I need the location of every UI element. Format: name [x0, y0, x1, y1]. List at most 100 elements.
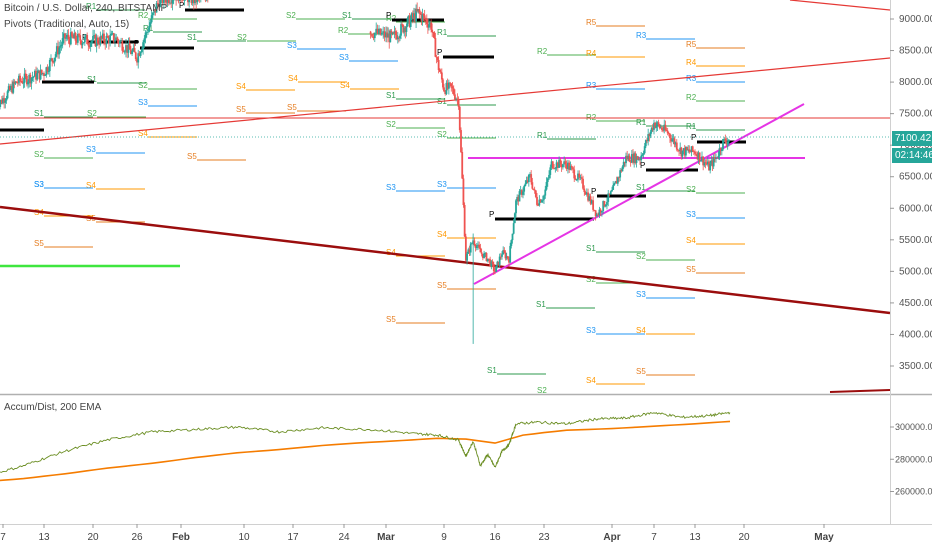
candle-body [665, 130, 668, 131]
candle-body [2, 98, 4, 104]
candle-body [162, 0, 165, 3]
candle-body [43, 73, 45, 76]
candle-body [560, 164, 563, 168]
candle-body [643, 146, 646, 154]
time-tick-label: Apr [603, 532, 620, 543]
candle-body [390, 30, 393, 34]
candle-body [396, 37, 399, 40]
candle-body [702, 156, 705, 166]
indicator-pane[interactable] [0, 396, 890, 524]
candle-body [3, 98, 6, 103]
price-axis[interactable]: 3500.00 4000.00 4500.00 5000.00 5500.00 6000.… [890, 14, 932, 372]
price-tick-label: 4500.00 [899, 298, 932, 309]
candle-body [687, 149, 690, 151]
candle-body [578, 173, 581, 178]
candle-body [424, 18, 427, 20]
candle-body [383, 31, 386, 38]
candle-body [12, 81, 15, 93]
candle-body [142, 42, 145, 50]
countdown-tag: 02:14:46 [892, 148, 932, 163]
pivot-p-label: P [179, 1, 184, 10]
candle-body [128, 43, 131, 50]
candle-body [61, 38, 64, 45]
candle-body [539, 199, 542, 203]
candle-body [161, 0, 164, 3]
price-tick-label: 3500.00 [899, 361, 932, 372]
candle-body [496, 261, 499, 266]
candle-body [452, 88, 455, 95]
candle-body [548, 174, 550, 179]
candle-body [473, 240, 476, 245]
pivot-legend[interactable]: Pivots (Traditional, Auto, 15) [4, 19, 130, 30]
candle-body [691, 146, 694, 152]
candle-body [94, 35, 97, 47]
candle-body [640, 155, 643, 161]
candle-body [637, 159, 640, 160]
candle-body [426, 23, 429, 28]
candle-body [405, 26, 408, 33]
candle-body [705, 163, 708, 165]
pivot-level-label: S2 [386, 120, 396, 129]
price-tick-label: 8500.00 [899, 46, 932, 57]
candle-body [589, 196, 592, 204]
candle-body [187, 0, 189, 3]
candle-body [711, 160, 714, 167]
time-tick-label: 20 [738, 532, 750, 543]
candle-body [597, 214, 600, 216]
time-axis[interactable]: 7 13 20 26 Feb 10 17 24 Mar 9 16 23 Apr 7 13 20 May [0, 524, 834, 543]
candle-body [159, 0, 162, 7]
candle-body [110, 33, 113, 36]
candle-body [536, 196, 538, 205]
candle-body [502, 250, 505, 255]
candle-body [656, 122, 659, 126]
candle-body [675, 142, 678, 150]
candle-body [679, 147, 682, 152]
candle-body [558, 159, 561, 168]
candle-body [389, 30, 392, 43]
indicator-axis[interactable]: 260000.00 280000.00 300000.00 [890, 422, 932, 497]
candle-body [553, 168, 555, 170]
candle-body [726, 141, 729, 145]
candle-body [79, 35, 82, 41]
candle-body [78, 34, 80, 36]
candle-body [136, 59, 138, 63]
candle-body [623, 161, 626, 164]
candle-body [549, 167, 552, 175]
candle-body [595, 214, 598, 217]
candle-body [546, 178, 549, 182]
candle-body [112, 33, 115, 42]
candle-body [132, 47, 135, 51]
pivot-level-label: R2 [386, 14, 397, 23]
candle-body [588, 196, 591, 201]
candle-body [138, 53, 141, 56]
candle-body [608, 193, 611, 195]
price-pane[interactable] [0, 0, 890, 393]
candle-body [66, 34, 69, 38]
candle-body [24, 73, 27, 76]
candle-body [105, 35, 108, 45]
candle-body [450, 83, 453, 87]
candle-body [104, 41, 107, 45]
candle-body [654, 122, 657, 128]
candle-body [719, 148, 722, 151]
candle-body [65, 37, 68, 39]
candle-body [544, 189, 547, 196]
time-tick-label: Feb [172, 532, 190, 543]
symbol-legend[interactable]: Bitcoin / U.S. Dollar, 240, BITSTAMP [4, 3, 168, 14]
candle-body [633, 153, 636, 163]
candle-body [52, 60, 55, 63]
time-tick-label: 9 [441, 532, 447, 543]
accum-dist-legend[interactable]: Accum/Dist, 200 EMA [4, 402, 102, 413]
time-tick-label: 24 [338, 532, 350, 543]
pivot-level-label: S5 [636, 367, 646, 376]
candle-body [125, 45, 127, 52]
candle-body [16, 82, 19, 84]
candle-body [682, 148, 685, 151]
candle-body [408, 15, 411, 27]
candle-body [612, 185, 615, 190]
candle-body [72, 36, 75, 39]
candle-body [151, 12, 154, 16]
candle-body [107, 37, 110, 44]
candle-body [680, 147, 683, 157]
